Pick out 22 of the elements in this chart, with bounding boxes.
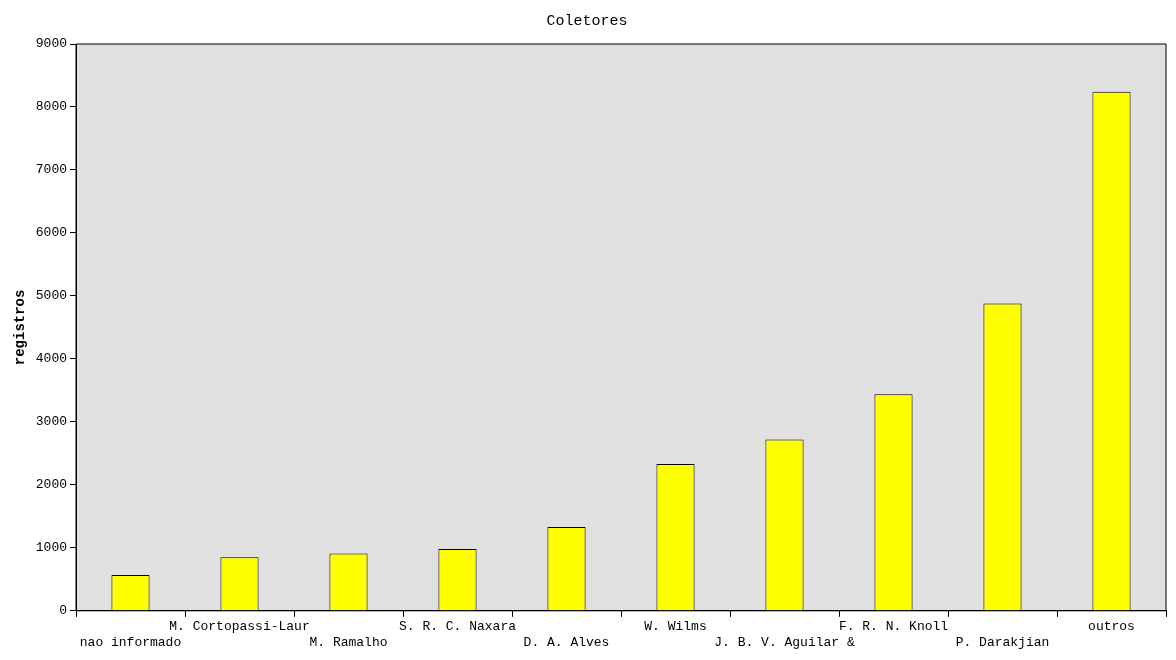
- y-tick-label: 7000: [35, 162, 68, 178]
- x-tick-label: nao informado: [79, 634, 182, 650]
- y-tick-label: 5000: [35, 288, 68, 304]
- y-tick-label: 3000: [35, 414, 68, 430]
- chart-title: Coletores: [546, 12, 628, 30]
- y-tick-label: 0: [59, 603, 68, 619]
- x-tick-label: D. A. Alves: [523, 634, 610, 650]
- y-tick-label: 9000: [35, 36, 68, 52]
- y-tick-label: 4000: [35, 351, 68, 367]
- x-tick-label: S. R. C. Naxara: [398, 619, 517, 635]
- y-tick-label: 1000: [35, 540, 68, 556]
- x-tick-label: M. Cortopassi-Laur: [169, 619, 310, 635]
- y-tick-label: 8000: [35, 99, 68, 115]
- x-tick-label: F. R. N. Knoll: [838, 619, 949, 635]
- y-tick-label: 6000: [35, 225, 68, 241]
- x-tick-label: outros: [1088, 619, 1135, 635]
- x-tick-label: P. Darakjian: [955, 634, 1050, 650]
- y-tick-label: 2000: [35, 477, 68, 493]
- y-axis-title: registros: [11, 289, 28, 366]
- x-tick-label: M. Ramalho: [309, 634, 388, 650]
- x-tick-label: W. Wilms: [644, 619, 707, 635]
- x-tick-label: J. B. V. Aguilar &: [714, 634, 855, 650]
